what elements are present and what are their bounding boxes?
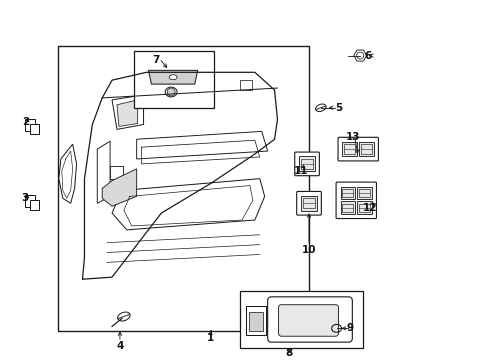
Bar — [240, 291, 363, 348]
Text: 5: 5 — [334, 103, 342, 113]
FancyBboxPatch shape — [335, 182, 376, 219]
Text: 1: 1 — [206, 333, 214, 343]
Text: 10: 10 — [301, 244, 316, 255]
Ellipse shape — [117, 312, 130, 321]
Text: 4: 4 — [116, 341, 123, 351]
Polygon shape — [136, 131, 267, 159]
Bar — [357, 201, 371, 214]
Text: 6: 6 — [364, 50, 371, 60]
Text: 8: 8 — [285, 348, 292, 358]
FancyBboxPatch shape — [294, 152, 319, 176]
Bar — [240, 80, 251, 90]
Polygon shape — [102, 169, 136, 206]
Bar — [30, 124, 39, 134]
Bar — [359, 204, 369, 212]
Bar — [342, 189, 353, 197]
Text: 12: 12 — [362, 203, 377, 213]
Bar — [340, 186, 355, 199]
Bar — [359, 142, 373, 157]
Bar — [133, 51, 214, 108]
Polygon shape — [117, 100, 137, 126]
Ellipse shape — [315, 104, 325, 112]
Text: 7: 7 — [152, 55, 160, 66]
FancyBboxPatch shape — [337, 137, 378, 161]
Bar — [245, 306, 265, 335]
Bar — [340, 201, 355, 214]
Bar — [344, 144, 355, 154]
Bar — [357, 186, 371, 199]
Bar — [342, 204, 353, 212]
Bar — [248, 312, 262, 331]
Text: 2: 2 — [21, 117, 29, 126]
Bar — [30, 200, 39, 210]
FancyBboxPatch shape — [296, 192, 321, 215]
Bar — [25, 119, 35, 131]
Bar — [361, 144, 371, 154]
Polygon shape — [148, 70, 197, 84]
Bar — [303, 198, 314, 208]
Polygon shape — [59, 144, 77, 203]
Bar — [58, 46, 308, 331]
Text: 13: 13 — [346, 132, 360, 142]
Polygon shape — [353, 50, 366, 61]
Bar — [342, 142, 357, 157]
Polygon shape — [112, 95, 143, 129]
Bar — [301, 196, 316, 211]
Text: 9: 9 — [346, 323, 353, 333]
Bar — [301, 159, 312, 169]
Bar — [299, 157, 314, 171]
Text: 11: 11 — [293, 166, 308, 176]
Ellipse shape — [169, 75, 177, 80]
Bar — [25, 195, 35, 207]
Ellipse shape — [165, 87, 177, 97]
Bar — [359, 189, 369, 197]
FancyBboxPatch shape — [267, 297, 352, 342]
Bar — [110, 166, 122, 179]
Polygon shape — [97, 141, 110, 203]
Text: 3: 3 — [21, 193, 29, 203]
Circle shape — [167, 88, 175, 96]
Polygon shape — [112, 179, 264, 230]
FancyBboxPatch shape — [278, 305, 338, 336]
